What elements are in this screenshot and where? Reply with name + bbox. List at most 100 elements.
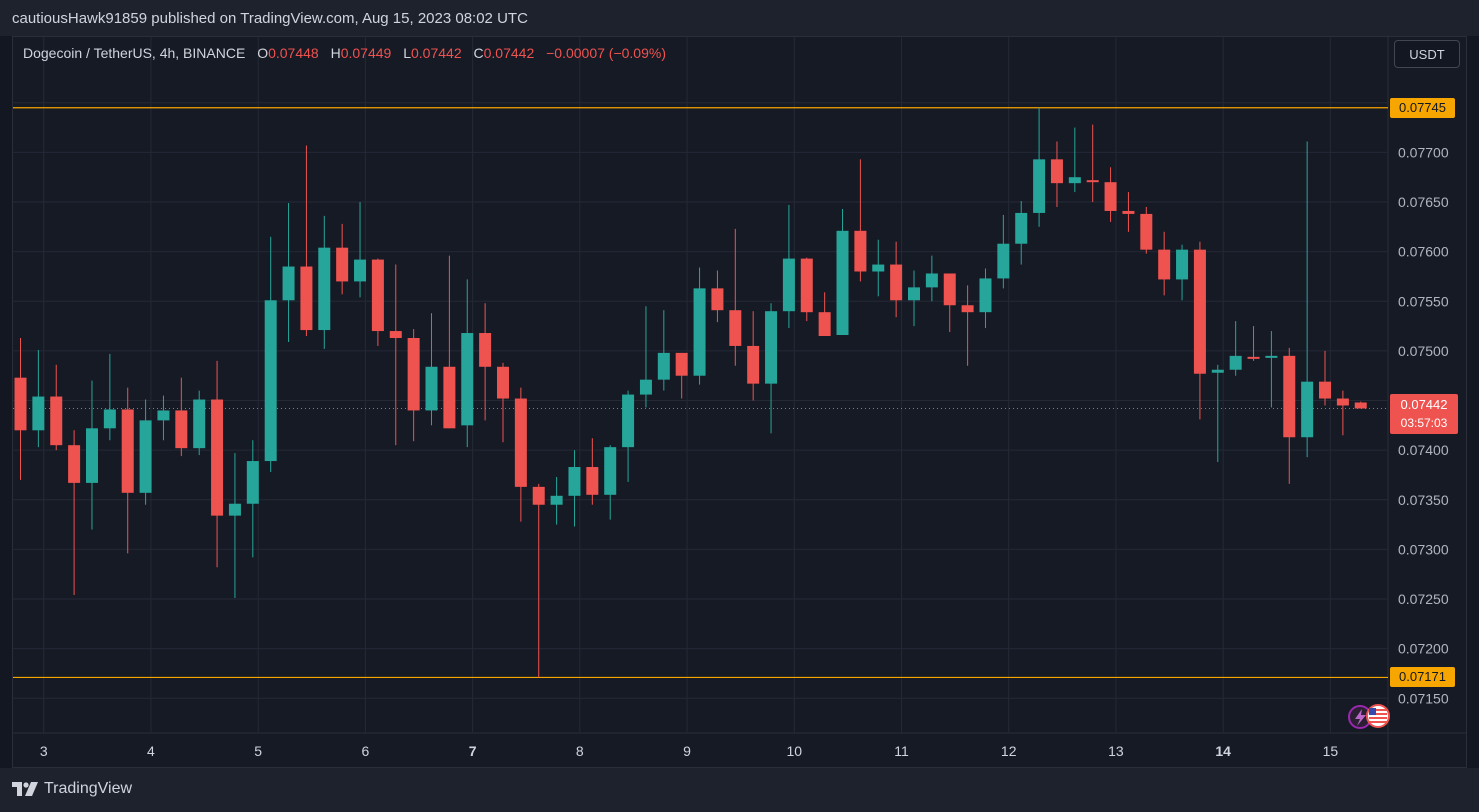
us-flag-stripe bbox=[1369, 709, 1387, 711]
tradingview-logo-text: TradingView bbox=[44, 780, 133, 797]
time-tick-label: 10 bbox=[786, 743, 802, 759]
candle-body bbox=[961, 305, 974, 313]
candle-body bbox=[747, 345, 760, 384]
price-tick-label: 0.07400 bbox=[1398, 442, 1449, 458]
candle-body bbox=[729, 310, 742, 346]
candle-body bbox=[639, 379, 652, 395]
candle-body bbox=[1301, 381, 1314, 438]
resistance-price-label: 0.07745 bbox=[1399, 99, 1446, 115]
candle-body bbox=[264, 300, 277, 462]
candle-body bbox=[1247, 356, 1260, 359]
candle-body bbox=[1265, 355, 1278, 358]
candle-body bbox=[496, 366, 509, 399]
price-tick-label: 0.07650 bbox=[1398, 194, 1449, 210]
candle-body bbox=[121, 409, 134, 493]
candle-body bbox=[622, 394, 635, 448]
close-value: 0.07442 bbox=[483, 45, 535, 61]
lightning-icon bbox=[1355, 709, 1366, 726]
last-price-tag: 0.07442 03:57:03 bbox=[1390, 394, 1458, 434]
time-tick-label: 7 bbox=[469, 743, 477, 759]
us-flag-stripe bbox=[1369, 713, 1387, 715]
candle-body bbox=[68, 445, 81, 483]
publish-info: cautiousHawk91859 published on TradingVi… bbox=[12, 10, 528, 27]
time-tick-label: 3 bbox=[40, 743, 48, 759]
candle-body bbox=[228, 503, 241, 516]
candle-body bbox=[14, 377, 27, 431]
us-flag-canton bbox=[1369, 708, 1376, 715]
last-price-label: 0.07442 bbox=[1400, 397, 1448, 412]
candle-body bbox=[925, 273, 938, 288]
candle-body bbox=[1086, 180, 1099, 183]
candle-body bbox=[979, 278, 992, 313]
candle-body bbox=[211, 399, 224, 516]
time-axis: 3 4 5 6 7 8 9 10 11 12 13 14 15 bbox=[40, 743, 1339, 759]
candle-body bbox=[1229, 355, 1242, 370]
candle-body bbox=[1068, 177, 1081, 184]
currency-button[interactable]: USDT bbox=[1394, 40, 1460, 68]
candle-body bbox=[711, 288, 724, 311]
candle-body bbox=[246, 461, 259, 504]
candle-body bbox=[532, 486, 545, 505]
us-flag-event-icon bbox=[1366, 704, 1390, 728]
grid-lines bbox=[13, 36, 1467, 768]
price-tick-label: 0.07350 bbox=[1398, 492, 1449, 508]
support-price-tag: 0.07171 bbox=[1390, 667, 1455, 688]
candle-body bbox=[1015, 212, 1028, 244]
candle-body bbox=[1354, 402, 1367, 409]
time-tick-label: 13 bbox=[1108, 743, 1124, 759]
candle-body bbox=[818, 312, 831, 337]
candle-body bbox=[943, 273, 956, 306]
time-tick-label: 8 bbox=[576, 743, 584, 759]
price-tick-label: 0.07200 bbox=[1398, 641, 1449, 657]
candle-body bbox=[1283, 355, 1296, 438]
symbol-legend: Dogecoin / TetherUS, 4h, BINANCE O0.0744… bbox=[23, 45, 666, 61]
candlesticks bbox=[14, 107, 1367, 678]
candle-body bbox=[50, 396, 63, 446]
candle-body bbox=[318, 247, 331, 331]
price-tick-label: 0.07600 bbox=[1398, 244, 1449, 260]
candle-body bbox=[1033, 159, 1046, 213]
candle-body bbox=[1140, 213, 1153, 250]
price-tick-label: 0.07150 bbox=[1398, 690, 1449, 706]
candle-body bbox=[1336, 398, 1349, 406]
candle-body bbox=[568, 467, 581, 496]
candle-body bbox=[32, 396, 45, 431]
price-tick-label: 0.07550 bbox=[1398, 293, 1449, 309]
time-tick-label: 14 bbox=[1215, 743, 1231, 759]
time-tick-label: 9 bbox=[683, 743, 691, 759]
candle-body bbox=[407, 337, 420, 411]
candle-body bbox=[85, 428, 98, 483]
candle-body bbox=[425, 366, 438, 411]
candle-body bbox=[514, 398, 527, 487]
level-lines bbox=[13, 107, 1388, 679]
time-tick-label: 5 bbox=[254, 743, 262, 759]
price-axis: 0.07150 0.07200 0.07250 0.07300 0.07350 0.074… bbox=[1398, 95, 1449, 706]
time-tick-label: 11 bbox=[894, 743, 909, 759]
publish-bar: cautiousHawk91859 published on TradingVi… bbox=[0, 0, 1479, 36]
low-label: L bbox=[403, 45, 411, 61]
candle-body bbox=[193, 399, 206, 449]
close-label: C bbox=[473, 45, 484, 61]
candle-body bbox=[479, 333, 492, 367]
tradingview-logo[interactable]: TradingView bbox=[12, 780, 132, 798]
chart-area[interactable] bbox=[12, 36, 1467, 768]
candle-body bbox=[389, 331, 402, 338]
candle-body bbox=[586, 467, 599, 495]
support-price-label: 0.07171 bbox=[1399, 669, 1446, 685]
time-tick-label: 15 bbox=[1323, 743, 1339, 759]
candle-body bbox=[872, 264, 885, 272]
candle-body bbox=[461, 333, 474, 426]
time-tick-label: 4 bbox=[147, 743, 155, 759]
candle-body bbox=[1319, 381, 1332, 399]
chart-extras bbox=[1348, 704, 1390, 729]
open-value: 0.07448 bbox=[268, 45, 319, 61]
candle-body bbox=[1176, 249, 1189, 280]
candle-body bbox=[336, 247, 349, 282]
candle-body bbox=[1104, 182, 1117, 211]
candle-body bbox=[890, 264, 903, 301]
candle-body bbox=[354, 259, 367, 282]
symbol-title: Dogecoin / TetherUS, 4h, BINANCE bbox=[23, 45, 246, 61]
candle-body bbox=[782, 258, 795, 312]
resistance-price-tag: 0.07745 bbox=[1390, 97, 1455, 118]
